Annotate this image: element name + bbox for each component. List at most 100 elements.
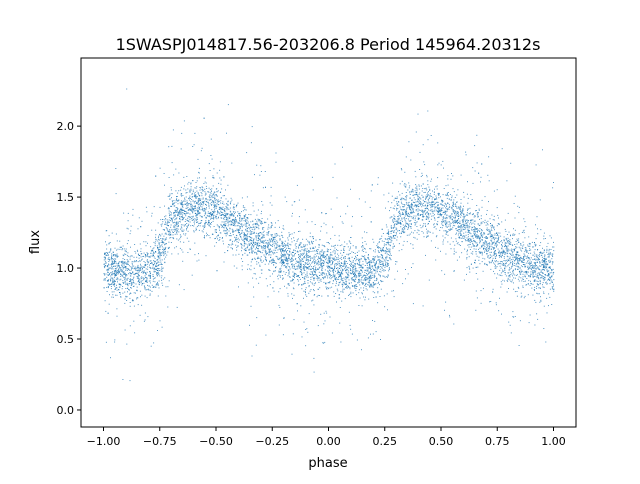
data-point (225, 223, 227, 225)
data-point (543, 260, 544, 262)
data-point (509, 249, 511, 251)
data-point (466, 223, 468, 225)
data-point (149, 282, 151, 284)
data-point (120, 261, 122, 263)
data-point (211, 158, 213, 160)
data-point (163, 242, 165, 244)
data-point (404, 186, 406, 188)
data-point (342, 269, 344, 271)
data-point (405, 223, 407, 225)
data-point (230, 247, 232, 249)
data-point (291, 264, 293, 266)
data-point (467, 226, 469, 228)
data-point (401, 209, 403, 211)
data-point (341, 272, 343, 274)
data-point (339, 264, 341, 266)
data-point (480, 232, 482, 234)
data-point (308, 292, 310, 294)
data-point (115, 233, 117, 235)
data-point (305, 289, 306, 291)
data-point (212, 213, 214, 214)
data-point (397, 208, 399, 210)
data-point (129, 258, 131, 260)
data-point (168, 208, 170, 210)
data-point (412, 247, 414, 249)
data-point (321, 259, 323, 261)
data-point (463, 224, 465, 226)
data-point (214, 204, 216, 206)
data-point (263, 230, 265, 232)
data-point (530, 265, 532, 267)
data-point (257, 224, 259, 226)
data-point (527, 271, 529, 273)
data-point (534, 324, 536, 326)
data-point (146, 260, 148, 262)
data-point (147, 242, 148, 244)
data-point (159, 270, 161, 271)
data-point (203, 183, 205, 184)
data-point (536, 265, 538, 266)
data-point (339, 307, 341, 308)
data-point (157, 330, 158, 331)
data-point (462, 209, 464, 210)
data-point (168, 221, 170, 223)
data-point (157, 238, 159, 240)
data-point (161, 233, 163, 235)
data-point (365, 259, 367, 261)
data-point (433, 205, 435, 207)
data-point (457, 213, 459, 215)
data-point (347, 205, 349, 207)
data-point (370, 272, 372, 274)
data-point (304, 291, 306, 293)
data-point (191, 274, 193, 276)
data-point (275, 262, 277, 264)
data-point (481, 252, 483, 254)
data-point (447, 225, 449, 227)
data-point (171, 220, 173, 222)
data-point (196, 226, 198, 228)
data-point (377, 247, 379, 249)
data-point (254, 223, 256, 225)
data-point (443, 188, 445, 189)
data-point (194, 254, 196, 256)
data-point (158, 268, 160, 270)
data-point (268, 224, 270, 226)
data-point (442, 218, 444, 220)
data-point (468, 240, 470, 242)
data-point (358, 305, 360, 306)
data-point (518, 276, 520, 278)
data-point (503, 251, 505, 253)
data-point (131, 281, 132, 283)
data-point (282, 248, 284, 250)
data-point (212, 215, 214, 217)
data-point (224, 209, 226, 211)
data-point (122, 245, 124, 247)
data-point (312, 273, 314, 275)
data-point (284, 285, 285, 287)
data-point (251, 227, 253, 229)
data-point (269, 250, 271, 252)
data-point (310, 278, 312, 280)
data-point (291, 254, 293, 256)
data-point (434, 199, 436, 200)
data-point (153, 286, 155, 287)
data-point (243, 217, 245, 219)
data-point (453, 222, 455, 224)
data-point (111, 260, 113, 262)
data-point (413, 205, 415, 207)
data-point (236, 204, 238, 206)
data-point (324, 341, 326, 343)
data-point (227, 200, 229, 202)
data-point (538, 254, 540, 256)
data-point (298, 199, 300, 201)
data-point (260, 260, 262, 262)
data-point (156, 259, 158, 261)
data-point (209, 195, 211, 197)
data-point (350, 277, 352, 279)
data-point (438, 211, 439, 213)
data-point (117, 265, 119, 267)
data-point (462, 222, 464, 223)
data-point (248, 231, 250, 233)
data-point (130, 287, 132, 288)
data-point (151, 262, 153, 264)
